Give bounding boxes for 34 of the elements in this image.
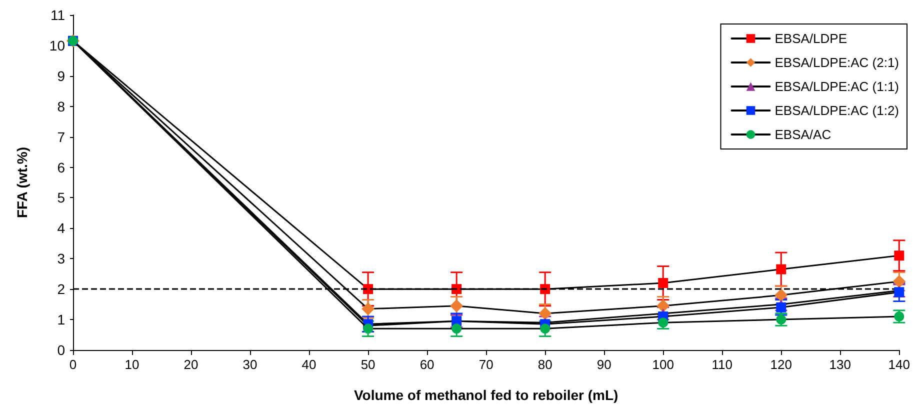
y-tick-label: 2 [57,281,66,298]
y-tick-label: 1 [57,312,66,328]
y-tick-label: 11 [50,7,66,23]
x-tick-label: 130 [829,357,851,372]
x-tick-label: 10 [124,357,140,372]
legend-label: EBSA/LDPE [774,31,848,46]
legend-label: EBSA/AC [774,127,832,142]
y-tick-label: 9 [57,68,66,84]
x-tick-label: 20 [184,357,198,372]
x-tick-label: 120 [770,357,792,372]
legend-label: EBSA/LDPE:AC (2:1) [774,55,900,70]
y-tick-label: 7 [57,128,66,145]
x-tick-label: 110 [712,357,732,372]
y-tick-label: 3 [57,250,66,267]
legend-label: EBSA/LDPE:AC (1:1) [774,79,900,94]
x-tick-label: 40 [302,357,316,372]
y-tick-label: 4 [57,220,66,236]
x-axis-title: Volume of methanol fed to reboiler (mL) [354,387,618,403]
x-tick-label: 100 [652,357,674,372]
x-tick-label: 80 [538,357,552,372]
y-tick-label: 0 [57,342,66,358]
y-tick-label: 6 [57,159,66,176]
x-tick-label: 30 [242,357,258,372]
y-tick-label: 10 [49,37,66,54]
x-tick-label: 70 [478,357,494,372]
y-axis-title: FFA (wt.%) [14,146,30,218]
legend-label: EBSA/LDPE:AC (1:2) [774,103,900,118]
y-tick-label: 5 [57,190,66,206]
x-tick-label: 140 [888,357,910,372]
x-tick-label: 60 [420,357,434,372]
x-tick-label: 90 [596,357,612,372]
x-tick-label: 50 [360,357,376,372]
y-tick-label: 8 [57,98,66,114]
x-tick-label: 0 [69,357,77,372]
